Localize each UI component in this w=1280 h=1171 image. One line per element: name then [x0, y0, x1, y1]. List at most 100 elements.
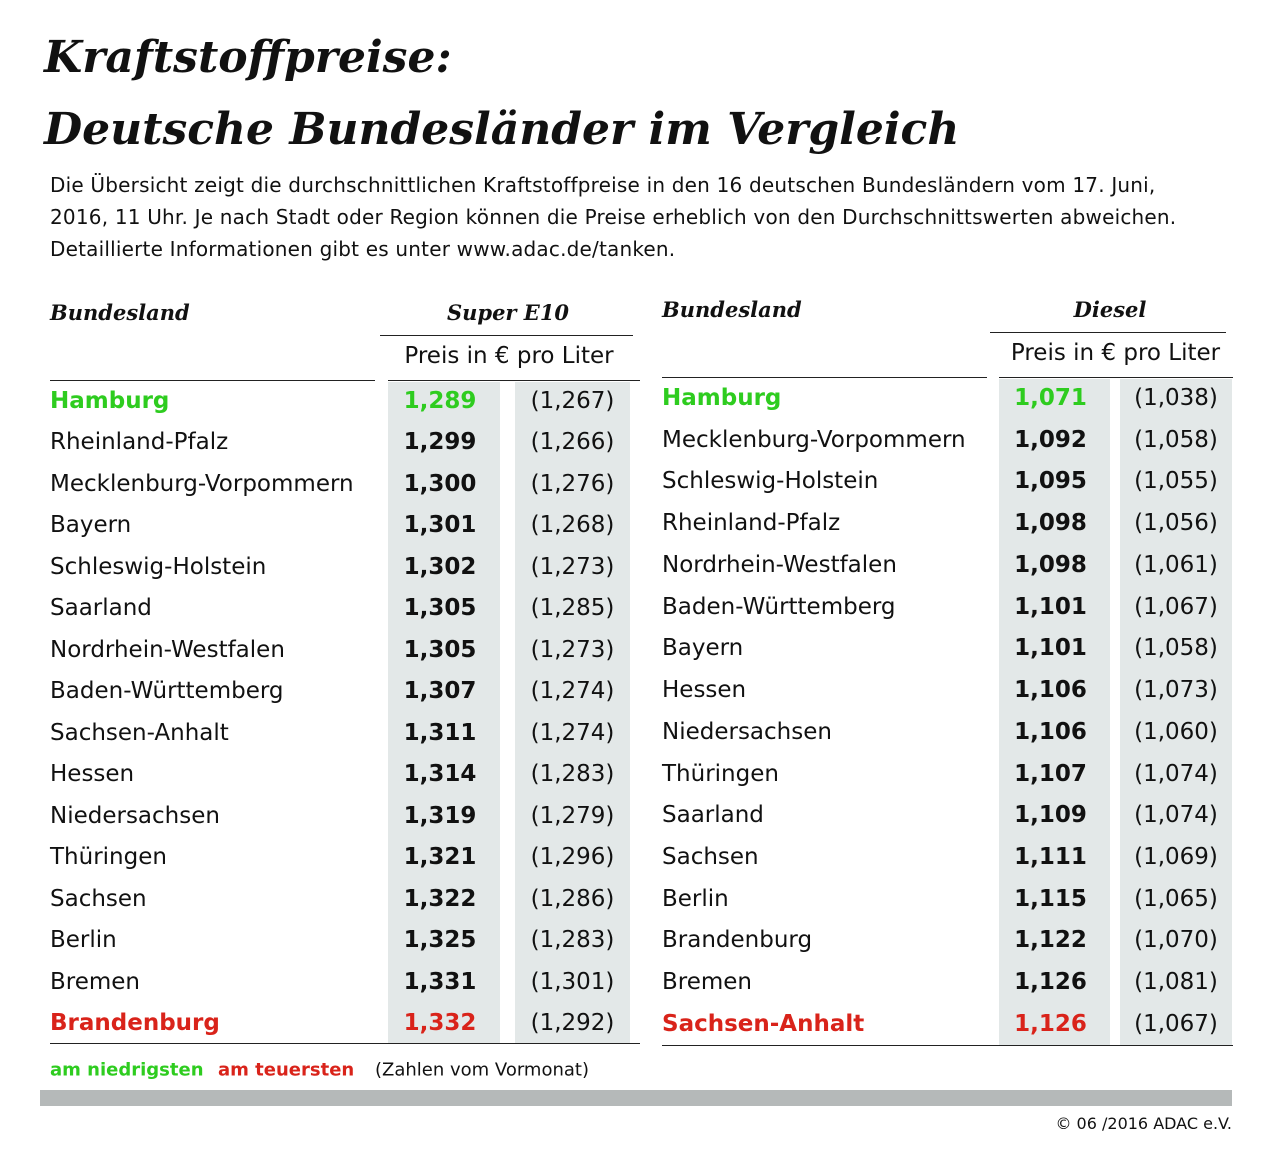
previous-price: (1,279)	[530, 802, 615, 829]
region-name: Berlin	[662, 885, 729, 912]
region-name: Thüringen	[50, 844, 167, 871]
previous-price: (1,274)	[530, 719, 615, 746]
previous-price: (1,060)	[1134, 718, 1218, 745]
fuel-header: Diesel	[1073, 297, 1147, 322]
region-name: Niedersachsen	[662, 718, 832, 745]
region-name: Hamburg	[662, 385, 782, 411]
previous-price: (1,301)	[530, 968, 615, 995]
region-name: Mecklenburg-Vorpommern	[50, 470, 354, 497]
previous-price: (1,074)	[1134, 760, 1218, 787]
previous-price: (1,292)	[530, 1010, 615, 1037]
previous-price: (1,069)	[1134, 844, 1218, 871]
previous-price: (1,268)	[530, 512, 615, 539]
previous-price: (1,081)	[1134, 969, 1218, 996]
region-name: Mecklenburg-Vorpommern	[662, 426, 966, 453]
rule	[999, 377, 1233, 378]
price: 1,115	[1014, 885, 1087, 912]
price: 1,109	[1014, 802, 1087, 829]
divider-bar	[40, 1090, 1232, 1106]
previous-price: (1,273)	[530, 553, 615, 580]
rule	[50, 380, 375, 381]
previous-price: (1,067)	[1134, 593, 1218, 620]
price: 1,101	[1014, 635, 1087, 662]
region-name: Bremen	[50, 968, 141, 995]
region-name: Sachsen-Anhalt	[662, 1010, 865, 1037]
rule	[662, 377, 987, 378]
price: 1,305	[403, 636, 477, 663]
price: 1,325	[403, 927, 477, 954]
region-name: Niedersachsen	[50, 802, 220, 829]
legend-lowest: am niedrigsten	[50, 1059, 204, 1081]
region-name: Thüringen	[662, 760, 779, 787]
region-name: Bayern	[50, 512, 132, 539]
intro: Detaillierte Informationen gibt es unter…	[50, 237, 676, 261]
rule	[662, 1045, 1233, 1046]
price: 1,300	[403, 470, 477, 497]
rule	[990, 332, 1226, 333]
price: 1,098	[1014, 510, 1087, 537]
price: 1,319	[403, 802, 477, 829]
region-name: Hamburg	[50, 388, 170, 414]
previous-price: (1,296)	[530, 844, 615, 871]
copyright: © 06 /2016 ADAC e.V.	[1055, 1114, 1232, 1133]
previous-price: (1,067)	[1134, 1010, 1218, 1037]
previous-price: (1,070)	[1134, 927, 1218, 954]
region-name: Hessen	[50, 761, 135, 788]
previous-price: (1,058)	[1134, 426, 1218, 453]
region-name: Rheinland-Pfalz	[662, 510, 841, 537]
region-name: Rheinland-Pfalz	[50, 429, 229, 456]
previous-price: (1,061)	[1134, 551, 1218, 578]
price: 1,126	[1014, 969, 1087, 996]
previous-price: (1,273)	[530, 636, 615, 663]
price-column	[388, 382, 500, 1043]
previous-price: (1,276)	[530, 470, 615, 497]
price: 1,321	[403, 844, 477, 871]
region-name: Sachsen-Anhalt	[50, 719, 229, 746]
intro: 2016, 11 Uhr. Je nach Stadt oder Region …	[50, 205, 1177, 229]
region-name: Sachsen	[50, 885, 147, 912]
price: 1,095	[1014, 468, 1087, 495]
rule	[380, 335, 633, 336]
region-name: Nordrhein-Westfalen	[662, 551, 897, 578]
previous-price: (1,267)	[530, 388, 615, 414]
price: 1,071	[1014, 385, 1087, 411]
region-name: Nordrhein-Westfalen	[50, 636, 285, 663]
price: 1,299	[403, 429, 477, 456]
region-header: Bundesland	[662, 297, 802, 322]
region-name: Hessen	[662, 677, 747, 704]
rule	[50, 1043, 640, 1044]
region-name: Bremen	[662, 969, 753, 996]
region-name: Brandenburg	[50, 1010, 220, 1037]
price: 1,322	[403, 885, 477, 912]
region-name: Schleswig-Holstein	[662, 468, 879, 495]
price: 1,111	[1014, 844, 1087, 871]
price: 1,332	[403, 1010, 477, 1037]
region-name: Sachsen	[662, 844, 759, 871]
price: 1,101	[1014, 593, 1087, 620]
price: 1,106	[1014, 677, 1087, 704]
legend-highest: am teuersten	[218, 1059, 355, 1081]
previous-price: (1,058)	[1134, 635, 1218, 662]
unit-header: Preis in € pro Liter	[1010, 340, 1221, 366]
legend-note: (Zahlen vom Vormonat)	[375, 1059, 589, 1081]
price: 1,305	[403, 595, 477, 622]
previous-price: (1,286)	[530, 885, 615, 912]
intro: Die Übersicht zeigt die durchschnittlich…	[50, 173, 1156, 197]
previous-price: (1,073)	[1134, 677, 1218, 704]
previous-column	[1120, 379, 1232, 1045]
region-name: Schleswig-Holstein	[50, 553, 267, 580]
price: 1,126	[1014, 1010, 1087, 1037]
region-header: Bundesland	[50, 300, 190, 325]
previous-column	[515, 382, 630, 1043]
region-name: Baden-Württemberg	[50, 678, 284, 705]
previous-price: (1,285)	[530, 595, 615, 622]
fuel-header: Super E10	[446, 300, 570, 325]
previous-price: (1,274)	[530, 678, 615, 705]
previous-price: (1,055)	[1134, 468, 1218, 495]
region-name: Bayern	[662, 635, 744, 662]
previous-price: (1,065)	[1134, 885, 1218, 912]
price: 1,122	[1014, 927, 1087, 954]
rule	[388, 380, 640, 381]
region-name: Brandenburg	[662, 927, 813, 954]
